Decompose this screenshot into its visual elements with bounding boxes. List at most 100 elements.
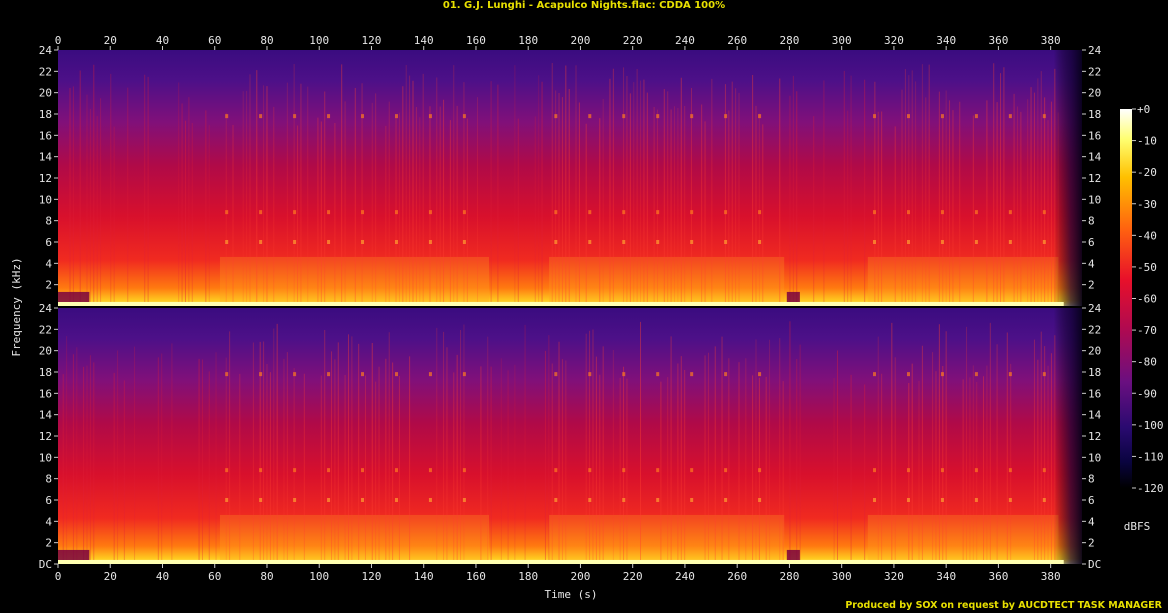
y-tick-label: 14 (1088, 409, 1102, 422)
x-tick-label: 180 (518, 34, 538, 47)
colorbar-tick-label: -60 (1137, 293, 1157, 306)
colorbar-tick-label: -10 (1137, 135, 1157, 148)
harmonic-dot (225, 372, 229, 377)
y-tick-label: DC (1088, 558, 1101, 571)
loud-segment-band (867, 256, 1059, 306)
colorbar-tick-label: -30 (1137, 198, 1157, 211)
harmonic-dot (906, 210, 910, 215)
harmonic-dot (873, 468, 877, 473)
loud-segment-band (549, 256, 785, 306)
harmonic-dot (724, 114, 728, 119)
x-tick-label: 120 (362, 570, 382, 583)
harmonic-dot (1008, 468, 1012, 473)
x-tick-label: 160 (466, 34, 486, 47)
y-tick-label: 2 (1088, 537, 1095, 550)
x-tick-label: 220 (623, 34, 643, 47)
harmonic-dot (259, 468, 263, 473)
y-tick-label: 10 (1088, 451, 1101, 464)
y-tick-label: 16 (39, 129, 52, 142)
harmonic-dot (588, 210, 592, 215)
x-tick-label: 100 (309, 570, 329, 583)
channel-1-spectrogram (58, 50, 1082, 306)
harmonic-dot (588, 468, 592, 473)
spectrum-background (58, 50, 1082, 306)
colorbar: +0 -10 -20 -30 -40 -50 -60 -70 -80 -90 -100 -110 -12… (1120, 103, 1164, 533)
y-axis-right: 24681012141618202224DC246810121416182022… (1082, 44, 1102, 571)
x-tick-label: 260 (727, 34, 747, 47)
x-tick-label: 60 (208, 34, 221, 47)
harmonic-dot (225, 114, 229, 119)
harmonic-dot (1008, 210, 1012, 215)
y-axis-label: Frequency (kHz) (10, 257, 23, 356)
harmonic-dot (622, 210, 626, 215)
y-tick-label: 24 (39, 302, 53, 315)
x-tick-label: 320 (884, 570, 904, 583)
harmonic-dot (588, 240, 592, 244)
harmonic-dot (974, 468, 978, 473)
harmonic-dot (225, 468, 229, 473)
harmonic-dot (394, 372, 398, 377)
harmonic-dot (394, 210, 398, 215)
harmonic-dot (293, 498, 297, 502)
y-tick-label: 16 (1088, 129, 1101, 142)
x-tick-label: 280 (779, 34, 799, 47)
harmonic-dot (554, 498, 558, 502)
x-tick-label: 280 (779, 570, 799, 583)
harmonic-dot (1042, 372, 1046, 377)
y-tick-label: 18 (1088, 108, 1101, 121)
harmonic-dot (428, 114, 432, 119)
harmonic-dot (588, 114, 592, 119)
y-tick-label: 10 (39, 193, 52, 206)
harmonic-dot (940, 240, 944, 244)
colorbar-tick-label: -120 (1137, 482, 1164, 495)
harmonic-dot (259, 240, 263, 244)
harmonic-dot (873, 498, 877, 502)
harmonic-dot (906, 240, 910, 244)
x-tick-label: 60 (208, 570, 221, 583)
x-tick-label: 180 (518, 570, 538, 583)
colorbar-tick-label: -110 (1137, 450, 1164, 463)
harmonic-dot (758, 468, 762, 473)
harmonic-dot (225, 210, 229, 215)
dc-band (58, 302, 1064, 306)
harmonic-dot (974, 372, 978, 377)
harmonic-dot (428, 372, 432, 377)
harmonic-dot (656, 468, 660, 473)
x-tick-label: 240 (675, 34, 695, 47)
harmonic-dot (225, 240, 229, 244)
harmonic-dot (1008, 372, 1012, 377)
colorbar-tick-label: -90 (1137, 387, 1157, 400)
y-tick-label: 6 (45, 494, 52, 507)
harmonic-dot (724, 240, 728, 244)
y-tick-label: 4 (45, 257, 52, 270)
harmonic-dot (690, 498, 694, 502)
y-tick-label: 12 (1088, 430, 1101, 443)
x-tick-label: 380 (1041, 570, 1061, 583)
y-tick-label: 8 (45, 473, 52, 486)
harmonic-dot (940, 468, 944, 473)
x-tick-label: 360 (988, 570, 1008, 583)
y-tick-label: 4 (1088, 257, 1095, 270)
y-tick-label: 8 (1088, 473, 1095, 486)
colorbar-tick-label: -100 (1137, 419, 1164, 432)
harmonic-dot (361, 498, 365, 502)
x-tick-label: 80 (260, 34, 273, 47)
harmonic-dot (1042, 114, 1046, 119)
harmonic-dot (327, 240, 331, 244)
harmonic-dot (361, 210, 365, 215)
y-tick-label: 20 (1088, 345, 1101, 358)
y-tick-label: 20 (39, 87, 52, 100)
x-tick-label: 120 (362, 34, 382, 47)
y-tick-label: 4 (1088, 515, 1095, 528)
x-axis-bottom: 0 20 40 60 80 100 120 140 160 180 200 220 240 260 280 3… (55, 564, 1061, 583)
colorbar-gradient (1120, 109, 1132, 488)
spectrum-background (58, 308, 1082, 564)
harmonic-dot (554, 468, 558, 473)
quiet-segment (786, 291, 800, 304)
y-tick-label: 2 (1088, 279, 1095, 292)
harmonic-dot (428, 468, 432, 473)
harmonic-dot (293, 468, 297, 473)
harmonic-dot (690, 468, 694, 473)
x-tick-label: 380 (1041, 34, 1061, 47)
harmonic-dot (1008, 240, 1012, 244)
